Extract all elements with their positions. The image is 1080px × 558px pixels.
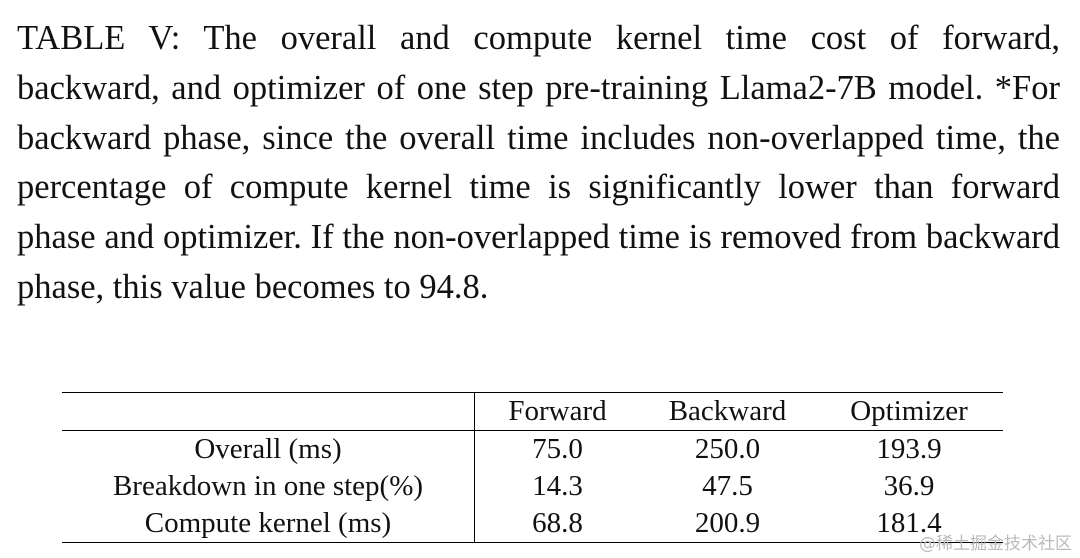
table-header: Forward Backward Optimizer <box>62 392 1003 431</box>
table-cell: 14.3 <box>532 470 583 502</box>
table-cell: 250.0 <box>694 433 761 465</box>
table-cell: 193.9 <box>876 433 942 465</box>
header-cell: Backward <box>640 392 815 431</box>
table-caption: TABLE V: The overall and compute kernel … <box>17 19 1060 306</box>
table-row: Compute kernel (ms) 68.8 200.9 181.4 <box>62 505 1003 543</box>
table-cell: 47.5 <box>702 470 753 502</box>
table-body: Overall (ms) 75.0 250.0 193.9 Breakdown in o… <box>62 430 1003 543</box>
header-cell: Optimizer <box>815 392 1003 431</box>
row-label: Overall (ms) <box>62 430 475 468</box>
row-label: Compute kernel (ms) <box>62 505 475 543</box>
watermark: @稀土掘金技术社区 <box>919 534 1072 554</box>
table-cell: 75.0 <box>532 433 583 465</box>
table-cell: 36.9 <box>883 470 935 502</box>
table-cell: 200.9 <box>694 507 761 539</box>
header-corner <box>62 392 475 431</box>
data-table: Forward Backward Optimizer Overall (ms) 7… <box>62 392 1003 543</box>
header-row: Forward Backward Optimizer <box>62 392 1003 431</box>
table-cell: 181.4 <box>876 507 942 539</box>
table-row: Overall (ms) 75.0 250.0 193.9 <box>62 430 1003 468</box>
header-cell: Forward <box>474 392 640 431</box>
row-label: Breakdown in one step(%) <box>62 468 475 505</box>
table-cell: 68.8 <box>532 507 583 539</box>
table-row: Breakdown in one step(%) 14.3 47.5 36.9 <box>62 468 1003 505</box>
